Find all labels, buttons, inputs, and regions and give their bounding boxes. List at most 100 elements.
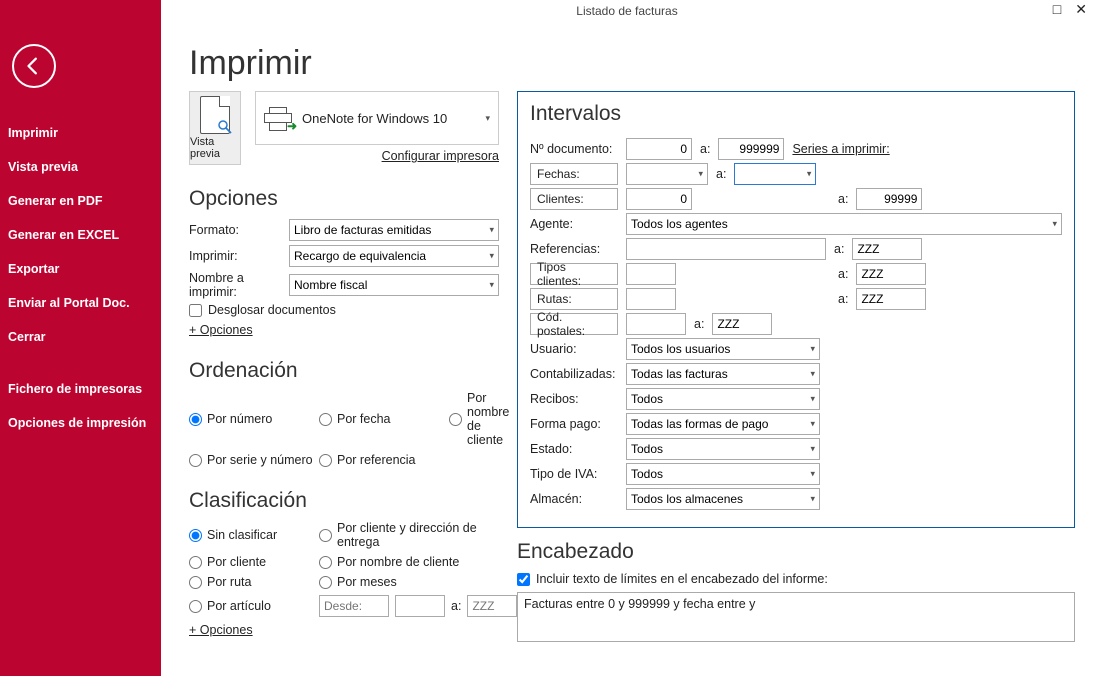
usuario-select[interactable]: Todos los usuarios (626, 338, 820, 360)
fechas-button[interactable]: Fechas: (530, 163, 618, 185)
referencias-to[interactable] (852, 238, 922, 260)
clientes-a: a: (838, 192, 848, 206)
cla-cliente-direccion-label: Por cliente y dirección de entrega (337, 521, 517, 549)
codpostales-button[interactable]: Cód. postales: (530, 313, 618, 335)
printer-icon: ➜ (264, 107, 292, 129)
ord-referencia[interactable] (319, 454, 332, 467)
clasificacion-mas-link[interactable]: + Opciones (189, 623, 253, 637)
clientes-from[interactable] (626, 188, 692, 210)
options-column: Vista previa ➜ OneNote for Windows 10 ▾ … (189, 83, 499, 642)
articulo-blank[interactable] (395, 595, 445, 617)
cla-meses[interactable] (319, 576, 332, 589)
cla-sin[interactable] (189, 529, 202, 542)
cla-ruta[interactable] (189, 576, 202, 589)
close-icon[interactable]: ✕ (1075, 2, 1087, 16)
desglosar-label: Desglosar documentos (208, 303, 336, 317)
opciones-heading: Opciones (189, 187, 499, 211)
nombre-select[interactable]: Nombre fiscal (289, 274, 499, 296)
almacen-label: Almacén: (530, 492, 618, 506)
vista-previa-label: Vista previa (190, 136, 240, 160)
fecha-to[interactable] (734, 163, 816, 185)
sidebar-item-vista-previa[interactable]: Vista previa (0, 150, 161, 184)
encabezado-textarea[interactable]: Facturas entre 0 y 999999 y fecha entre … (517, 592, 1075, 642)
tiposcli-button[interactable]: Tipos clientes: (530, 263, 618, 285)
cla-ruta-label: Por ruta (207, 575, 251, 589)
printer-selector[interactable]: ➜ OneNote for Windows 10 ▾ (255, 91, 499, 145)
ord-referencia-label: Por referencia (337, 453, 416, 467)
sidebar-item-cerrar[interactable]: Cerrar (0, 320, 161, 354)
agente-label: Agente: (530, 217, 618, 231)
referencias-label: Referencias: (530, 242, 618, 256)
codpost-from[interactable] (626, 313, 686, 335)
window-controls: □ ✕ (1053, 2, 1087, 16)
cla-nombre-cliente[interactable] (319, 556, 332, 569)
sidebar-item-imprimir[interactable]: Imprimir (0, 116, 161, 150)
articulo-a-label: a: (451, 599, 461, 613)
cla-cliente-direccion[interactable] (319, 529, 332, 542)
fecha-from[interactable] (626, 163, 708, 185)
almacen-select[interactable]: Todos los almacenes (626, 488, 820, 510)
contab-select[interactable]: Todas las facturas (626, 363, 820, 385)
back-button[interactable] (12, 44, 56, 88)
series-imprimir-link[interactable]: Series a imprimir: (792, 142, 889, 156)
sidebar-item-portal-doc[interactable]: Enviar al Portal Doc. (0, 286, 161, 320)
cla-cliente-label: Por cliente (207, 555, 266, 569)
formapago-select[interactable]: Todas las formas de pago (626, 413, 820, 435)
formato-select[interactable]: Libro de facturas emitidas (289, 219, 499, 241)
codpost-to[interactable] (712, 313, 772, 335)
encabezado-heading: Encabezado (517, 540, 1075, 564)
formapago-label: Forma pago: (530, 417, 618, 431)
contab-label: Contabilizadas: (530, 367, 618, 381)
ord-numero[interactable] (189, 413, 202, 426)
sidebar-item-pdf[interactable]: Generar en PDF (0, 184, 161, 218)
sidebar-item-opciones-impresion[interactable]: Opciones de impresión (0, 406, 161, 440)
recibos-select[interactable]: Todos (626, 388, 820, 410)
referencias-a: a: (834, 242, 844, 256)
ndoc-to[interactable] (718, 138, 784, 160)
clientes-to[interactable] (856, 188, 922, 210)
opciones-mas-link[interactable]: + Opciones (189, 323, 253, 337)
nombre-label: Nombre a imprimir: (189, 271, 283, 299)
imprimir-label: Imprimir: (189, 249, 283, 263)
ord-nombre-cliente-label: Por nombre de cliente (467, 391, 509, 447)
window-title: Listado de facturas (576, 4, 677, 18)
desglosar-checkbox[interactable] (189, 304, 202, 317)
ndoc-from[interactable] (626, 138, 692, 160)
vista-previa-button[interactable]: Vista previa (189, 91, 241, 165)
incluir-limites-checkbox[interactable] (517, 573, 530, 586)
cla-sin-label: Sin clasificar (207, 528, 277, 542)
cla-articulo[interactable] (189, 600, 202, 613)
sidebar-item-exportar[interactable]: Exportar (0, 252, 161, 286)
rutas-to[interactable] (856, 288, 926, 310)
intervalos-column: Intervalos Nº documento: a: Series a imp… (517, 83, 1075, 642)
document-preview-icon (200, 96, 230, 134)
estado-select[interactable]: Todos (626, 438, 820, 460)
ord-fecha[interactable] (319, 413, 332, 426)
sidebar-item-excel[interactable]: Generar en EXCEL (0, 218, 161, 252)
maximize-icon[interactable]: □ (1053, 2, 1061, 16)
ndoc-label: Nº documento: (530, 142, 618, 156)
articulo-desde[interactable] (319, 595, 389, 617)
sidebar-item-fichero-impresoras[interactable]: Fichero de impresoras (0, 372, 161, 406)
agente-select[interactable]: Todos los agentes (626, 213, 1062, 235)
rutas-from[interactable] (626, 288, 676, 310)
clientes-button[interactable]: Clientes: (530, 188, 618, 210)
ndoc-a: a: (700, 142, 710, 156)
cla-cliente[interactable] (189, 556, 202, 569)
arrow-left-icon (23, 55, 45, 77)
tiposcli-from[interactable] (626, 263, 676, 285)
tiposcli-to[interactable] (856, 263, 926, 285)
recibos-label: Recibos: (530, 392, 618, 406)
imprimir-select[interactable]: Recargo de equivalencia (289, 245, 499, 267)
referencias-from[interactable] (626, 238, 826, 260)
ord-fecha-label: Por fecha (337, 412, 391, 426)
ord-serie-numero[interactable] (189, 454, 202, 467)
cla-meses-label: Por meses (337, 575, 397, 589)
articulo-zzz[interactable] (467, 595, 517, 617)
tipoiva-select[interactable]: Todos (626, 463, 820, 485)
ord-nombre-cliente[interactable] (449, 413, 462, 426)
config-printer-link[interactable]: Configurar impresora (255, 149, 499, 163)
tipoiva-label: Tipo de IVA: (530, 467, 618, 481)
ord-serie-numero-label: Por serie y número (207, 453, 313, 467)
rutas-button[interactable]: Rutas: (530, 288, 618, 310)
